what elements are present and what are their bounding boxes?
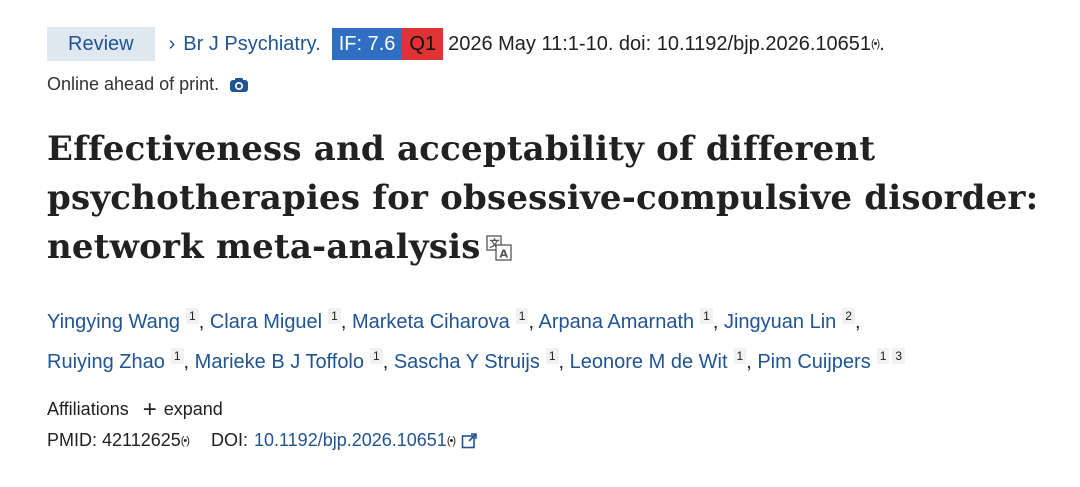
- affiliation-number[interactable]: 1: [370, 348, 383, 364]
- citation-end: .: [879, 32, 885, 55]
- publication-status: Online ahead of print.: [47, 74, 1060, 95]
- affiliation-number[interactable]: 1: [186, 308, 199, 324]
- quartile-badge: Q1: [402, 28, 444, 60]
- chevron-right-icon: ›: [168, 32, 176, 55]
- article-title-text: Effectiveness and acceptability of diffe…: [47, 129, 1039, 267]
- author-link[interactable]: Sascha Y Struijs: [393, 351, 540, 373]
- pmid-value: 42112625: [102, 430, 181, 450]
- author-item: Marieke B J Toffolo 1,: [194, 348, 394, 373]
- author-separator: ,: [340, 311, 352, 333]
- radio-waves-icon[interactable]: (•): [871, 38, 880, 50]
- radio-waves-icon[interactable]: (•): [446, 434, 456, 447]
- affiliation-number[interactable]: 1: [515, 308, 529, 324]
- author-link[interactable]: Clara Miguel: [209, 311, 323, 333]
- citation-text: 2026 May 11:1-10. doi: 10.1192/bjp.2026.…: [448, 32, 872, 55]
- affiliation-number[interactable]: 1: [733, 348, 747, 364]
- doi-link[interactable]: 10.1192/bjp.2026.10651: [253, 430, 447, 450]
- author-item: Clara Miguel 1,: [209, 308, 352, 333]
- affiliation-number[interactable]: 1: [328, 308, 341, 324]
- affiliations-row: Affiliations + expand: [47, 395, 1060, 423]
- author-separator: ,: [528, 311, 539, 333]
- impact-factor-badge: IF: 7.6: [331, 28, 403, 60]
- affiliation-number[interactable]: 1: [170, 348, 184, 364]
- journal-link[interactable]: Br J Psychiatry.: [183, 32, 321, 55]
- author-separator: ,: [198, 311, 210, 333]
- author-item: Leonore M de Wit 1,: [569, 348, 758, 373]
- affiliation-number[interactable]: 3: [892, 348, 906, 364]
- author-item: Ruiying Zhao 1,: [47, 348, 195, 373]
- author-list: Yingying Wang 1, Clara Miguel 1, Marketa C…: [47, 302, 1060, 382]
- affiliation-number[interactable]: 2: [842, 308, 855, 324]
- pmid-label: PMID:: [47, 430, 98, 450]
- svg-text:A: A: [499, 248, 508, 261]
- author-separator: ,: [558, 351, 570, 373]
- author-link[interactable]: Yingying Wang: [47, 311, 181, 333]
- author-item: Jingyuan Lin 2,: [723, 308, 861, 333]
- author-link[interactable]: Marketa Ciharova: [351, 311, 510, 333]
- author-item: Marketa Ciharova 1,: [351, 308, 539, 333]
- author-link[interactable]: Jingyuan Lin: [723, 311, 837, 333]
- author-link[interactable]: Pim Cuijpers: [757, 351, 871, 373]
- author-separator: ,: [183, 351, 195, 373]
- affiliations-label: Affiliations: [47, 399, 129, 419]
- doi-label: DOI:: [210, 430, 248, 450]
- author-separator: ,: [746, 351, 758, 373]
- camera-icon[interactable]: [229, 77, 249, 93]
- author-item: Yingying Wang 1,: [47, 308, 210, 333]
- citation-line: Review › Br J Psychiatry. IF: 7.6 Q1 2026…: [47, 26, 1060, 62]
- affiliation-number[interactable]: 1: [700, 308, 713, 324]
- author-separator: ,: [854, 311, 861, 333]
- svg-text:文: 文: [489, 237, 500, 250]
- author-link[interactable]: Leonore M de Wit: [569, 351, 728, 373]
- author-item: Pim Cuijpers 1 3: [757, 348, 906, 373]
- plus-icon[interactable]: +: [142, 395, 157, 423]
- external-link-icon[interactable]: [461, 432, 477, 449]
- affiliation-number[interactable]: 1: [876, 348, 890, 364]
- article-header: Review › Br J Psychiatry. IF: 7.6 Q1 2026…: [47, 26, 1060, 451]
- author-item: Sascha Y Struijs 1,: [393, 348, 570, 373]
- article-type-badge: Review: [47, 27, 155, 61]
- author-separator: ,: [712, 311, 724, 333]
- author-link[interactable]: Marieke B J Toffolo: [194, 351, 365, 373]
- author-item: Arpana Amarnath 1,: [538, 308, 724, 333]
- article-title: Effectiveness and acceptability of diffe…: [47, 125, 1060, 272]
- online-status-text: Online ahead of print.: [47, 74, 220, 94]
- translate-icon[interactable]: 文 A: [485, 234, 513, 262]
- expand-affiliations-button[interactable]: expand: [163, 399, 223, 419]
- author-link[interactable]: Ruiying Zhao: [47, 351, 165, 373]
- author-link[interactable]: Arpana Amarnath: [538, 311, 695, 333]
- radio-waves-icon[interactable]: (•): [180, 434, 190, 447]
- identifiers-row: PMID: 42112625 (•) DOI: 10.1192/bjp.2026…: [47, 430, 1060, 451]
- author-separator: ,: [382, 351, 394, 373]
- affiliation-number[interactable]: 1: [545, 348, 559, 364]
